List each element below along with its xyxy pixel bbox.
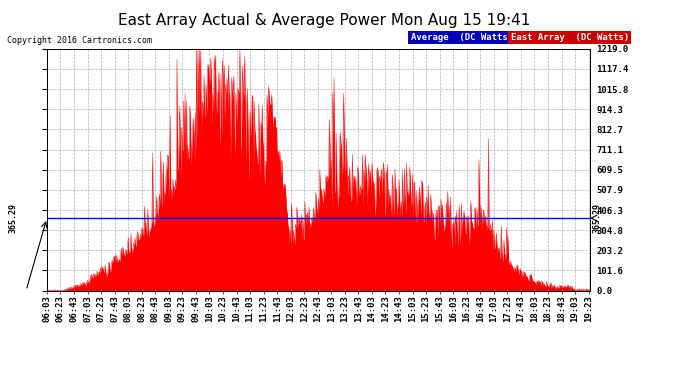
Text: Average  (DC Watts): Average (DC Watts) [411,33,513,42]
Text: East Array Actual & Average Power Mon Aug 15 19:41: East Array Actual & Average Power Mon Au… [118,13,531,28]
Text: Copyright 2016 Cartronics.com: Copyright 2016 Cartronics.com [7,36,152,45]
Text: 365.29: 365.29 [8,203,17,233]
Text: 365.29: 365.29 [593,203,602,233]
Text: East Array  (DC Watts): East Array (DC Watts) [511,33,629,42]
